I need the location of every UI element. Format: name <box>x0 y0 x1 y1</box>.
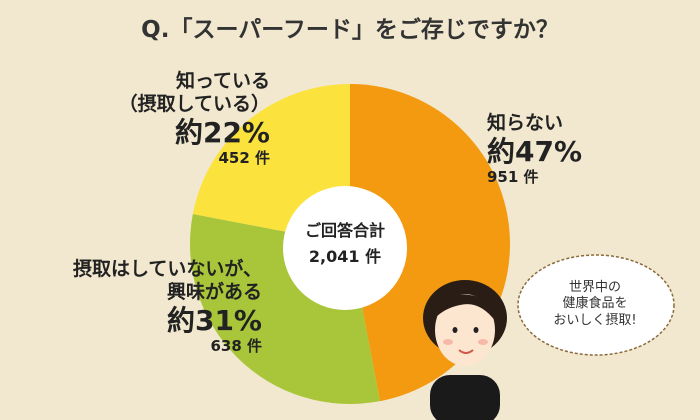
total: 2,041 件 <box>308 246 382 266</box>
center-hole <box>283 186 407 310</box>
category-label: 摂取はしていないが、 興味がある <box>72 258 262 303</box>
category-label: 知っている （摂取している） <box>118 70 270 115</box>
value-label: 約31% <box>166 303 262 337</box>
slice-label: 摂取はしていないが、 興味がある 約31% 638 件 <box>30 258 262 355</box>
slice-label: 知らない 約47% 951 件 <box>487 112 687 186</box>
speech-bubble <box>517 254 675 356</box>
annotation: 世界中の 健康食品を おいしく摂取! <box>553 280 637 328</box>
value-label: 約22% <box>174 115 270 149</box>
person-illustration <box>423 280 507 420</box>
chart-title: Q.「スーパーフード」をご存じですか？ <box>141 17 559 43</box>
center-label: ご回答合計 2,041 件 <box>285 218 405 269</box>
count-label: 951 件 <box>487 168 539 187</box>
count-label: 452 件 <box>218 149 270 168</box>
count-label: 638 件 <box>210 337 262 356</box>
category-label: 知らない <box>487 112 564 134</box>
slice-label: 知っている （摂取している） 約22% 452 件 <box>60 70 270 167</box>
center-title: ご回答合計 <box>304 221 385 240</box>
value-label: 約47% <box>487 134 583 168</box>
